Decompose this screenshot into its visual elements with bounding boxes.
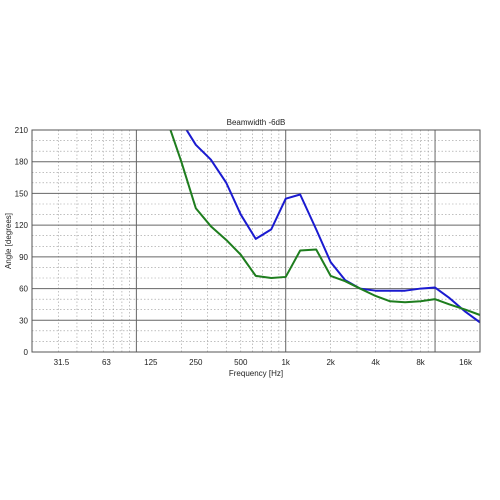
x-tick-label: 16k [459,358,473,367]
x-tick-label: 1k [281,358,290,367]
y-tick-label: 180 [15,158,29,167]
grid-minor [32,130,480,352]
y-tick-label: 30 [19,316,28,325]
y-tick-label: 210 [15,126,29,135]
x-tick-label: 125 [144,358,158,367]
x-tick-label: 8k [416,358,425,367]
series-line-1 [185,130,480,324]
x-tick-label: 500 [234,358,248,367]
x-axis-label: Frequency [Hz] [229,369,283,378]
y-tick-label: 0 [24,348,29,357]
y-tick-label: 90 [19,253,28,262]
chart-title: Beamwidth -6dB [227,118,286,127]
y-tick-label: 60 [19,285,28,294]
y-tick-label: 150 [15,189,29,198]
series-layer [169,130,480,324]
series-line-2 [169,130,480,316]
y-tick-labels: 0 30 60 90 120 150 180 210 [15,126,29,357]
x-tick-label: 31.5 [54,358,70,367]
x-tick-label: 4k [371,358,380,367]
x-tick-label: 63 [102,358,111,367]
y-tick-label: 120 [15,221,29,230]
plot-background [32,130,480,352]
plot-frame [31,129,481,353]
x-tick-label: 2k [326,358,335,367]
grid-major [32,130,480,352]
x-tick-labels: 31.5 63 125 250 500 1k 2k 4k 8k 16k [54,358,473,367]
x-tick-label: 250 [189,358,203,367]
y-axis-label: Angle [degrees] [4,213,13,269]
